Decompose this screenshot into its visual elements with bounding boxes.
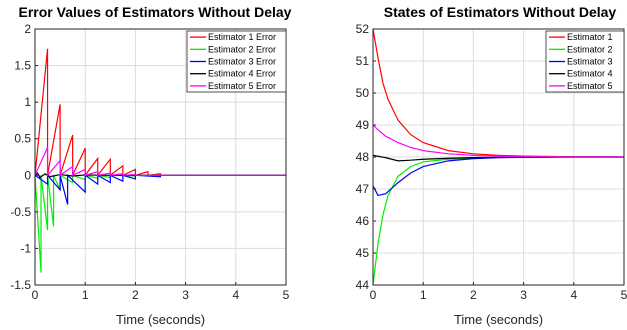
error-chart-frame xyxy=(34,28,287,286)
estimator-1-error-line xyxy=(35,48,286,178)
error-chart: Error Values of Estimators Without Delay… xyxy=(10,4,291,327)
x-tick-label: 1 xyxy=(82,288,89,302)
states-chart: States of Estimators Without Delay 0 1 2 3 4… xyxy=(356,4,627,327)
legend-entry: Estimator 1 Error xyxy=(208,32,276,42)
error-chart-xlabel: Time (seconds) xyxy=(116,312,205,327)
estimator-2-error-line xyxy=(35,174,286,273)
error-chart-legend: Estimator 1 Error Estimator 2 Error Estima… xyxy=(186,30,287,93)
y-tick-label: 44 xyxy=(356,278,370,292)
states-chart-legend: Estimator 1 Estimator 2 Estimator 3 Estimat… xyxy=(545,30,625,93)
estimator-5-error-line xyxy=(35,147,286,177)
legend-entry: Estimator 4 xyxy=(567,69,613,79)
x-tick-label: 4 xyxy=(232,288,239,302)
x-tick-label: 5 xyxy=(621,288,627,302)
error-chart-title: Error Values of Estimators Without Delay xyxy=(19,4,292,20)
y-tick-label: 51 xyxy=(356,54,370,68)
x-tick-label: 4 xyxy=(570,288,577,302)
estimator-1-line xyxy=(373,29,624,158)
y-tick-label: 47 xyxy=(356,182,370,196)
x-tick-label: 0 xyxy=(370,288,377,302)
x-tick-label: 5 xyxy=(283,288,290,302)
x-tick-label: 3 xyxy=(520,288,527,302)
y-tick-label: 46 xyxy=(356,214,370,228)
states-chart-title: States of Estimators Without Delay xyxy=(384,4,617,20)
estimator-3-error-line xyxy=(35,173,286,205)
states-chart-xlabel: Time (seconds) xyxy=(454,312,543,327)
x-tick-label: 3 xyxy=(182,288,189,302)
y-tick-label: -0.5 xyxy=(10,205,31,219)
x-tick-label: 0 xyxy=(32,288,39,302)
legend-entry: Estimator 5 Error xyxy=(208,81,276,91)
y-tick-label: 1.5 xyxy=(14,59,31,73)
y-tick-label: -1.5 xyxy=(10,278,31,292)
y-tick-label: -1 xyxy=(20,241,31,255)
estimator-5-line xyxy=(373,124,624,158)
x-tick-label: 1 xyxy=(420,288,427,302)
legend-entry: Estimator 5 xyxy=(567,81,613,91)
x-tick-label: 2 xyxy=(470,288,477,302)
estimator-3-line xyxy=(373,156,624,197)
legend-entry: Estimator 3 xyxy=(567,57,613,67)
legend-entry: Estimator 2 Error xyxy=(208,44,276,54)
legend-entry: Estimator 4 Error xyxy=(208,69,276,79)
y-tick-label: 45 xyxy=(356,246,370,260)
y-tick-label: 0.5 xyxy=(14,132,31,146)
y-tick-label: 49 xyxy=(356,118,370,132)
y-tick-label: 1 xyxy=(24,95,31,109)
legend-entry: Estimator 3 Error xyxy=(208,57,276,67)
y-tick-label: 50 xyxy=(356,86,370,100)
y-tick-label: 52 xyxy=(356,22,370,36)
legend-entry: Estimator 2 xyxy=(567,44,613,54)
legend-entry: Estimator 1 xyxy=(567,32,613,42)
y-tick-label: 2 xyxy=(24,22,31,36)
y-tick-label: 48 xyxy=(356,150,370,164)
x-tick-label: 2 xyxy=(132,288,139,302)
y-tick-label: 0 xyxy=(24,168,31,182)
